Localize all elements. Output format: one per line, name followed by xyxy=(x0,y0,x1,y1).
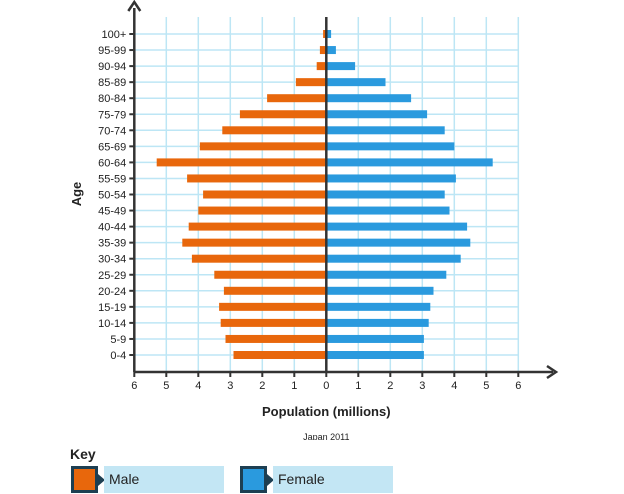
bar-female-40-44 xyxy=(326,222,468,231)
y-tick-label: 25-29 xyxy=(98,270,126,282)
y-tick-label: 35-39 xyxy=(98,238,126,250)
bar-female-55-59 xyxy=(326,174,456,183)
y-tick-label: 100+ xyxy=(102,29,127,41)
y-axis-label: Age xyxy=(69,182,84,207)
population-pyramid: 100+ 95-99 90-94 85-89 80-84 75-79 70-74 65-69 6… xyxy=(69,0,559,440)
y-tick-label: 15-19 xyxy=(98,302,126,314)
bar-male-40-44 xyxy=(188,222,327,231)
bar-female-5-9 xyxy=(326,334,424,343)
bar-female-100+ xyxy=(326,30,332,38)
x-tick-label: 0 xyxy=(323,380,329,392)
y-tick-label: 55-59 xyxy=(98,173,126,185)
bar-female-70-74 xyxy=(326,126,445,135)
female-swatch xyxy=(240,466,267,493)
bar-female-95-99 xyxy=(326,46,336,55)
y-tick-label: 10-14 xyxy=(98,318,126,330)
y-tick-label: 80-84 xyxy=(98,93,126,105)
bar-female-80-84 xyxy=(326,94,412,103)
x-tick-label: 1 xyxy=(291,380,297,392)
y-tick-label: 85-89 xyxy=(98,77,126,89)
x-tick-label: 3 xyxy=(227,380,233,392)
y-tick-label: 95-99 xyxy=(98,45,126,57)
bar-male-15-19 xyxy=(219,302,327,311)
key-title: Key xyxy=(70,446,96,462)
y-tick-label: 90-94 xyxy=(98,61,126,73)
bar-female-65-69 xyxy=(326,142,455,151)
bar-male-20-24 xyxy=(223,286,327,295)
key-label-female: Female xyxy=(273,466,393,493)
bar-male-0-4 xyxy=(233,351,327,359)
pointer-icon xyxy=(98,474,105,486)
bar-male-85-89 xyxy=(295,78,327,87)
y-tick-label: 45-49 xyxy=(98,206,126,218)
x-tick-label: 6 xyxy=(515,380,521,392)
y-tick-label: 50-54 xyxy=(98,190,126,202)
x-tick-label: 3 xyxy=(419,380,425,392)
y-tick-label: 20-24 xyxy=(98,286,126,298)
y-tick-label: 60-64 xyxy=(98,157,126,169)
x-tick-label: 5 xyxy=(163,380,169,392)
bar-female-30-34 xyxy=(326,254,461,263)
bar-male-30-34 xyxy=(191,254,327,263)
key-label-male: Male xyxy=(104,466,224,493)
bar-female-90-94 xyxy=(326,62,356,71)
x-tick-label: 4 xyxy=(451,380,457,392)
bar-female-25-29 xyxy=(326,270,447,279)
x-tick-label: 1 xyxy=(355,380,361,392)
bar-male-70-74 xyxy=(222,126,327,135)
bar-female-35-39 xyxy=(326,238,471,247)
x-axis-label: Population (millions) xyxy=(262,404,391,419)
male-swatch xyxy=(71,466,98,493)
y-tick-label: 30-34 xyxy=(98,254,126,266)
y-tick-label: 70-74 xyxy=(98,125,126,137)
bar-male-100+ xyxy=(323,30,327,38)
y-tick-label: 5-9 xyxy=(110,334,126,346)
bar-male-50-54 xyxy=(203,190,327,199)
bar-female-75-79 xyxy=(326,110,428,119)
bar-female-10-14 xyxy=(326,318,429,327)
bar-male-90-94 xyxy=(316,62,327,71)
bar-female-0-4 xyxy=(326,351,424,359)
y-tick-label: 65-69 xyxy=(98,141,126,153)
bar-male-65-69 xyxy=(199,142,327,151)
y-tick-label: 40-44 xyxy=(98,222,126,234)
bar-female-15-19 xyxy=(326,302,431,311)
bar-male-5-9 xyxy=(225,334,327,343)
x-tick-label: 2 xyxy=(259,380,265,392)
x-tick-label: 5 xyxy=(483,380,489,392)
bar-male-10-14 xyxy=(220,318,327,327)
bar-male-60-64 xyxy=(156,158,327,167)
chart-caption: Japan 2011 xyxy=(303,432,349,440)
bar-male-35-39 xyxy=(182,238,327,247)
y-axis-arrow-icon xyxy=(127,0,142,12)
y-tick-label: 75-79 xyxy=(98,109,126,121)
pointer-icon xyxy=(267,474,274,486)
bar-female-45-49 xyxy=(326,206,450,215)
bar-female-85-89 xyxy=(326,78,386,87)
bar-male-75-79 xyxy=(239,110,327,119)
x-tick-label: 2 xyxy=(387,380,393,392)
bar-male-45-49 xyxy=(198,206,327,215)
bar-male-95-99 xyxy=(319,46,327,55)
x-axis-arrow-icon xyxy=(546,364,559,380)
x-tick-label: 6 xyxy=(131,380,137,392)
bar-female-20-24 xyxy=(326,286,434,295)
x-tick-label: 4 xyxy=(195,380,201,392)
bar-female-50-54 xyxy=(326,190,445,199)
bar-female-60-64 xyxy=(326,158,493,167)
y-tick-label: 0-4 xyxy=(110,350,126,362)
bar-male-25-29 xyxy=(214,270,327,279)
bar-male-55-59 xyxy=(187,174,327,183)
bar-male-80-84 xyxy=(267,94,327,103)
